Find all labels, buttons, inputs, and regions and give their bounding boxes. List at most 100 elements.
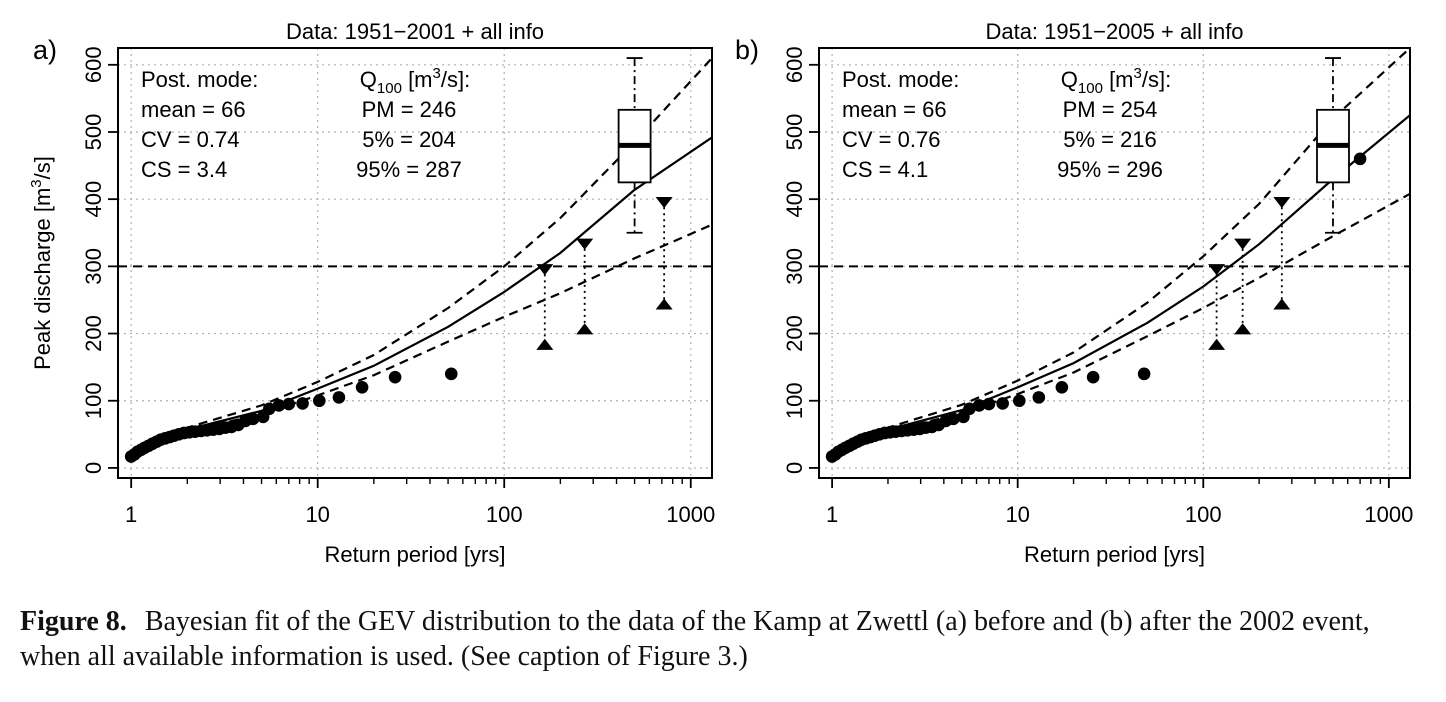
q-unit-superscript: 3 bbox=[433, 65, 441, 82]
stats-right-line: 5% = 204 bbox=[362, 127, 456, 152]
plot-frame bbox=[818, 47, 1411, 479]
plot-frame bbox=[117, 47, 713, 479]
stats-left-line: CV = 0.74 bbox=[141, 127, 239, 152]
dashed-bound-curve bbox=[130, 57, 712, 458]
q-subscript: 100 bbox=[1078, 80, 1103, 97]
stats-left-line: Post. mode: bbox=[842, 67, 959, 92]
upper-bound-marker bbox=[655, 196, 673, 209]
data-point bbox=[1032, 391, 1046, 404]
data-point bbox=[444, 367, 458, 381]
y-tick-label: 0 bbox=[81, 462, 106, 474]
data-point bbox=[262, 402, 276, 416]
stats-left-line: Post. mode: bbox=[141, 67, 258, 92]
panel-label: a) bbox=[33, 35, 57, 65]
y-tick-label: 100 bbox=[782, 382, 807, 419]
upper-bound-marker bbox=[576, 238, 594, 250]
stats-right-line: PM = 254 bbox=[1063, 97, 1158, 122]
x-tick-label: 1 bbox=[826, 502, 838, 527]
x-tick-label: 1 bbox=[125, 502, 137, 527]
q-unit-close: /s]: bbox=[441, 67, 470, 92]
data-point bbox=[1086, 370, 1100, 384]
data-point bbox=[1353, 152, 1367, 166]
y-tick-label: 500 bbox=[81, 114, 106, 151]
stats-left-line: CS = 3.4 bbox=[141, 157, 227, 182]
x-tick-label: 1000 bbox=[666, 502, 715, 527]
stats-right-line: PM = 246 bbox=[362, 97, 457, 122]
stats-left-line: CS = 4.1 bbox=[842, 157, 928, 182]
x-axis-label: Return period [yrs] bbox=[325, 542, 506, 567]
data-point bbox=[963, 402, 976, 416]
y-tick-label: 300 bbox=[81, 248, 106, 285]
upper-bound-marker bbox=[1273, 196, 1291, 209]
stats-right-line: 5% = 216 bbox=[1063, 127, 1157, 152]
chart-title: Data: 1951−2001 + all info bbox=[286, 19, 544, 44]
x-axis-label: Return period [yrs] bbox=[1024, 542, 1205, 567]
chart-title: Data: 1951−2005 + all info bbox=[985, 19, 1243, 44]
data-point bbox=[1012, 394, 1026, 408]
x-tick-label: 10 bbox=[305, 502, 329, 527]
y-tick-label: 100 bbox=[81, 382, 106, 419]
x-tick-label: 100 bbox=[486, 502, 523, 527]
y-tick-label: 600 bbox=[81, 46, 106, 83]
q-subscript: 100 bbox=[377, 80, 402, 97]
y-axis-label: Peak discharge [m3/s] bbox=[28, 156, 55, 370]
data-point bbox=[996, 397, 1009, 410]
panel-b: 1 10 100 1000 0 100 200 300 400 500 600 Data: 1951−… bbox=[735, 19, 1413, 567]
upper-bound-marker bbox=[536, 264, 554, 276]
upper-bound-marker bbox=[1208, 264, 1226, 276]
q-unit-open: [m bbox=[402, 67, 433, 92]
data-point bbox=[246, 412, 260, 426]
stats-right-line: 95% = 287 bbox=[356, 157, 462, 182]
y-tick-label: 200 bbox=[782, 315, 807, 352]
data-point bbox=[272, 399, 286, 412]
q-unit-superscript: 3 bbox=[1134, 65, 1142, 82]
y-tick-label: 400 bbox=[81, 181, 106, 218]
data-point bbox=[388, 370, 402, 384]
figure-caption: Figure 8. Bayesian fit of the GEV distrib… bbox=[20, 604, 1430, 674]
caption-label: Figure 8. bbox=[20, 606, 127, 637]
stats-left-line: mean = 66 bbox=[141, 97, 246, 122]
data-point bbox=[972, 399, 986, 412]
stats-left-line: CV = 0.76 bbox=[842, 127, 940, 152]
panel-label: b) bbox=[735, 35, 759, 65]
stats-right-header: Q100 [m3/s]: bbox=[360, 65, 470, 97]
y-tick-label: 400 bbox=[782, 181, 807, 218]
x-tick-label: 10 bbox=[1005, 502, 1029, 527]
data-point bbox=[355, 380, 369, 394]
lower-bound-marker bbox=[1234, 323, 1252, 335]
dashed-bound-curve bbox=[831, 48, 1410, 458]
upper-bound-marker bbox=[1234, 238, 1252, 250]
stats-right-header: Q100 [m3/s]: bbox=[1061, 65, 1171, 97]
figure-canvas: 1 10 100 1000 0 100 200 300 400 500 600 Data: 1951−… bbox=[28, 19, 1413, 567]
data-point bbox=[282, 397, 296, 411]
caption-text: Bayesian fit of the GEV distribution to … bbox=[20, 606, 1370, 672]
lower-bound-marker bbox=[1208, 338, 1226, 350]
y-axis-label-superscript: 3 bbox=[28, 179, 45, 187]
lower-bound-marker bbox=[655, 298, 673, 310]
x-tick-label: 1000 bbox=[1364, 502, 1413, 527]
y-tick-label: 300 bbox=[782, 248, 807, 285]
y-tick-label: 200 bbox=[81, 315, 106, 352]
fit-curve bbox=[130, 136, 712, 458]
q-unit-open: [m bbox=[1103, 67, 1134, 92]
stats-right-line: 95% = 296 bbox=[1057, 157, 1163, 182]
data-point bbox=[982, 397, 996, 411]
plot-area bbox=[124, 57, 712, 463]
data-point bbox=[1137, 367, 1151, 381]
y-axis-label-unit: /s] bbox=[30, 156, 55, 179]
x-tick-label: 100 bbox=[1185, 502, 1222, 527]
panel-a: 1 10 100 1000 0 100 200 300 400 500 600 Data: 1951−… bbox=[28, 19, 715, 567]
data-point bbox=[1055, 380, 1069, 394]
data-point bbox=[312, 394, 326, 408]
lower-bound-marker bbox=[1273, 298, 1291, 310]
plot-area bbox=[825, 48, 1410, 463]
data-point bbox=[947, 412, 960, 426]
stats-left-line: mean = 66 bbox=[842, 97, 947, 122]
y-tick-label: 600 bbox=[782, 46, 807, 83]
dashed-bound-curve bbox=[130, 223, 712, 458]
q-unit-close: /s]: bbox=[1142, 67, 1171, 92]
lower-bound-marker bbox=[536, 338, 554, 350]
lower-bound-marker bbox=[576, 323, 594, 335]
data-point bbox=[296, 397, 309, 410]
fit-curve bbox=[831, 114, 1410, 458]
